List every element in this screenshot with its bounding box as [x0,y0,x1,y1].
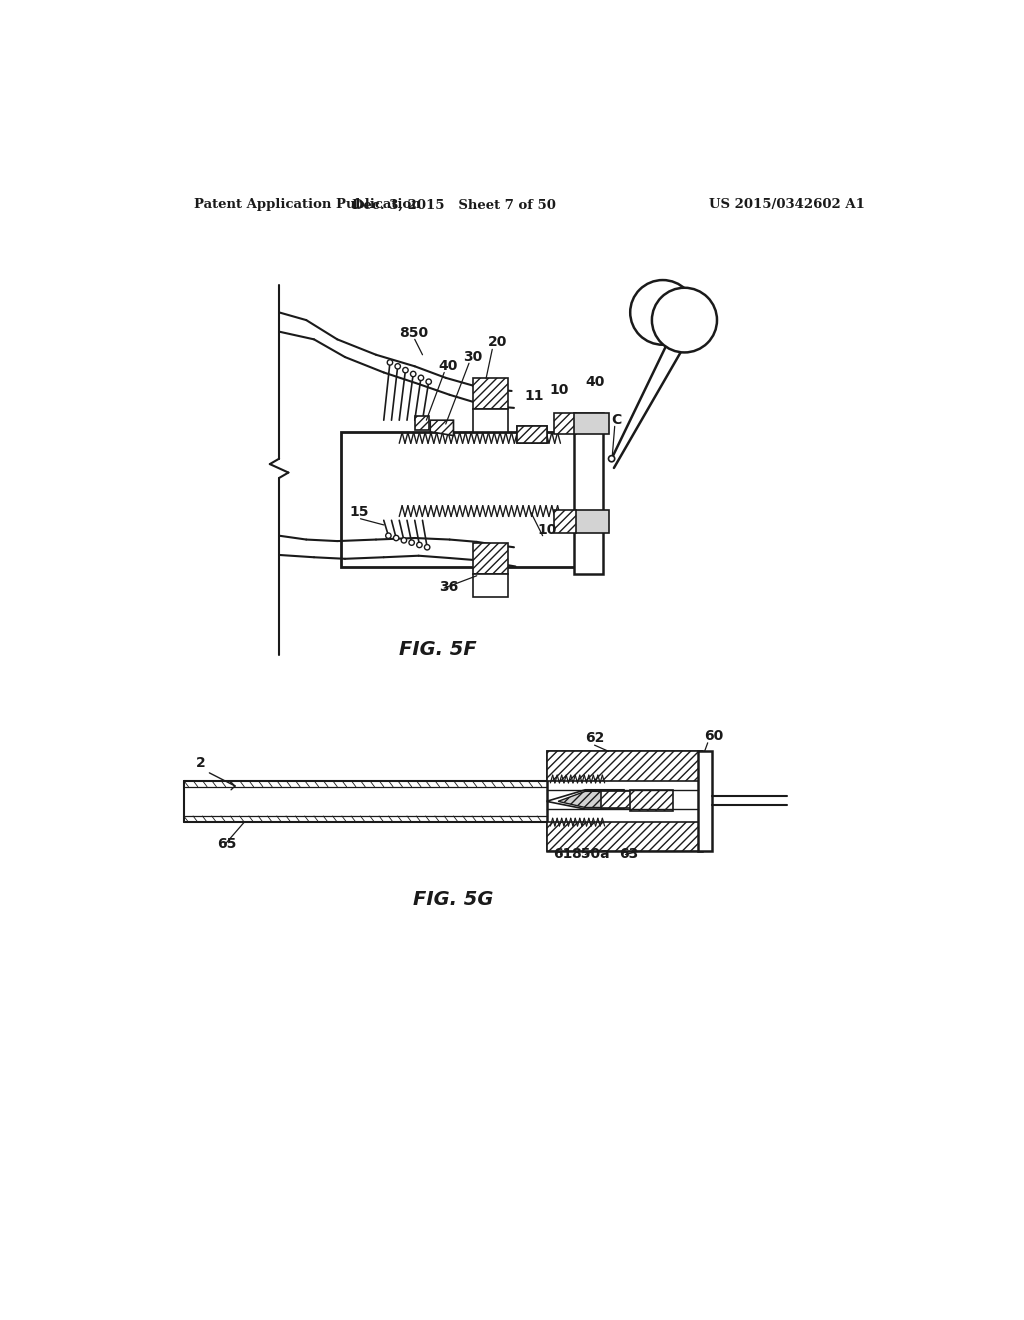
Bar [341,432,578,566]
Polygon shape [430,420,454,436]
Circle shape [652,288,717,352]
Bar [473,544,508,574]
Text: Patent Application Publication: Patent Application Publication [194,198,421,211]
Circle shape [424,545,430,550]
Text: 11: 11 [524,389,545,403]
Text: 15: 15 [349,506,369,520]
Text: 62: 62 [586,731,604,744]
Circle shape [401,537,407,543]
Text: US 2015/0342602 A1: US 2015/0342602 A1 [710,198,865,211]
Text: 61: 61 [553,846,572,861]
Circle shape [630,280,695,345]
Bar [697,751,712,851]
Bar [547,751,701,780]
Bar [547,822,701,851]
Text: 30: 30 [463,350,482,364]
Text: FIG. 5F: FIG. 5F [399,640,477,659]
Circle shape [426,379,431,384]
Circle shape [409,540,415,545]
Circle shape [608,455,614,462]
Polygon shape [558,792,623,808]
Text: 40: 40 [586,375,604,389]
Bar [547,751,701,851]
Circle shape [386,533,391,539]
Bar [630,789,673,812]
Text: 10: 10 [538,523,557,537]
Text: 65: 65 [217,837,237,850]
Text: 2: 2 [197,755,206,770]
Text: 850a: 850a [571,846,610,861]
Bar [517,426,547,444]
Circle shape [411,371,416,376]
Bar [473,574,508,598]
Text: 60: 60 [705,729,724,743]
Circle shape [402,367,409,372]
Circle shape [417,543,422,548]
Bar [473,378,508,409]
Polygon shape [554,510,575,533]
Bar [573,412,603,574]
Text: 850: 850 [399,326,428,341]
Polygon shape [547,789,624,809]
Circle shape [418,375,424,380]
Text: 10: 10 [550,383,569,397]
Text: Dec. 3, 2015   Sheet 7 of 50: Dec. 3, 2015 Sheet 7 of 50 [351,198,555,211]
Text: 40: 40 [438,359,458,374]
Text: 63: 63 [620,846,639,861]
Circle shape [387,360,392,366]
Polygon shape [573,510,608,533]
Bar [415,416,429,430]
Bar [601,792,651,808]
Polygon shape [554,412,575,434]
Text: FIG. 5G: FIG. 5G [414,890,494,909]
Polygon shape [573,412,608,434]
Circle shape [395,363,400,370]
Text: 20: 20 [487,335,507,350]
Bar [517,426,547,444]
Text: 36: 36 [439,581,459,594]
Bar [473,409,508,432]
Circle shape [393,536,399,541]
Text: C: C [611,413,622,428]
